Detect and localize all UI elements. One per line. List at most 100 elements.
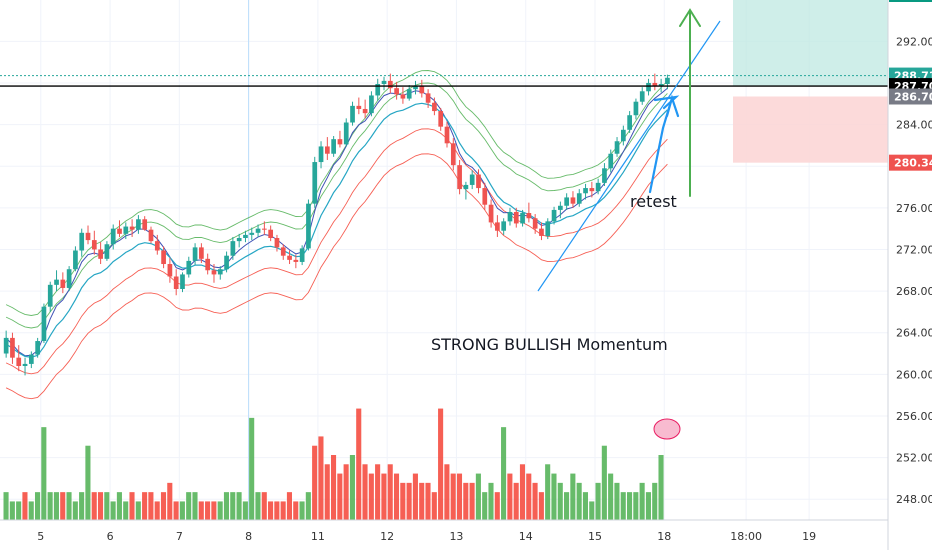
candle-body [387,80,393,89]
volume-bar [538,492,544,520]
candle-body [136,219,141,230]
volume-bar [167,482,173,520]
volume-bar [356,408,362,520]
candle-body [16,357,22,366]
candle-body [331,139,336,154]
volume-bar [205,501,211,520]
volume-bar [438,408,444,520]
candle-body [576,193,582,204]
volume-bar [85,445,91,520]
candle-body [425,93,431,103]
volume-bar [97,492,104,520]
volume-bar [519,464,526,520]
candle-body [627,115,632,130]
band-upper-outer [5,70,668,316]
volume-bar [513,482,519,520]
candle-body [564,197,570,206]
volume-highlight [653,418,681,440]
volume-bar [110,501,116,520]
candle-body [255,228,261,233]
volume-bar [482,492,488,520]
volume-bar [375,464,381,520]
volume-bar [393,473,400,520]
volume-bar [116,492,122,520]
volume-bar [645,492,651,520]
volume-bar [557,482,563,520]
candle-body [306,203,311,249]
volume-bar [60,492,66,520]
volume-bar [576,482,582,520]
candle-body [123,226,129,234]
candle-body [110,228,116,245]
band-lower-inner [5,128,668,375]
candle-body [501,221,507,231]
volume-bar [620,492,626,520]
time-tick-label: 8 [245,530,252,543]
candle-body [595,182,601,192]
volume-bar [223,492,230,520]
candle-body [488,204,494,223]
volume-bar [419,482,425,520]
volume-bar [406,482,412,520]
candle-body [432,102,437,112]
volume-bar [34,492,41,520]
candle-body [526,213,532,219]
candlesticks [3,73,670,376]
candle-body [482,188,488,205]
price-badge [889,154,932,171]
volume-bar [564,492,570,520]
candle-body [91,240,97,250]
price-tick-label: 248.00 [896,493,932,506]
volume-bar [53,492,59,520]
volume-bar [488,482,494,520]
volume-bar [463,482,469,520]
volume-bar [507,473,513,520]
candle-body [167,264,173,277]
price-tick-label: 252.00 [896,452,932,465]
candle-body [507,211,513,222]
volume-bar [9,501,15,520]
volume-bar [72,501,78,520]
volume-bar [337,473,343,520]
candle-body [375,84,381,96]
candle-body [173,276,179,289]
volume-bar [652,482,658,520]
candle-body [10,337,15,358]
time-tick-label: 15 [588,530,602,543]
candle-body [199,247,204,259]
candle-body [79,232,85,251]
candle-body [324,146,330,154]
volume-bar [28,501,34,520]
price-tick-label: 260.00 [896,368,932,381]
price-badge-label: 296.55 [894,0,932,1]
volume-bar [444,464,450,520]
volume-bar [91,492,97,520]
candle-body [35,341,40,355]
candle-body [350,105,355,123]
time-tick-label: 19 [802,530,816,543]
volume-bar [456,473,463,520]
candle-body [419,86,425,94]
candle-body [41,306,47,342]
volume-bar [217,501,223,520]
volume-bar [387,464,393,520]
volume-bar [104,492,110,520]
candle-body [186,260,192,275]
volume-bar [639,482,645,520]
candle-body [142,219,148,230]
candle-body [356,105,362,109]
time-tick-label: 7 [176,530,183,543]
price-badge-label: 280.34 [894,157,932,170]
volume-bar [545,464,551,520]
volume-bar [261,492,267,520]
price-badge-label: 286.70 [894,90,932,103]
candle-body [299,248,305,262]
volume-bar [230,492,236,520]
volume-bar [179,501,185,520]
volume-bar [66,492,72,520]
candle-body [192,247,198,261]
candle-body [539,228,544,236]
candle-body [570,197,576,204]
time-tick-label: 5 [37,530,44,543]
